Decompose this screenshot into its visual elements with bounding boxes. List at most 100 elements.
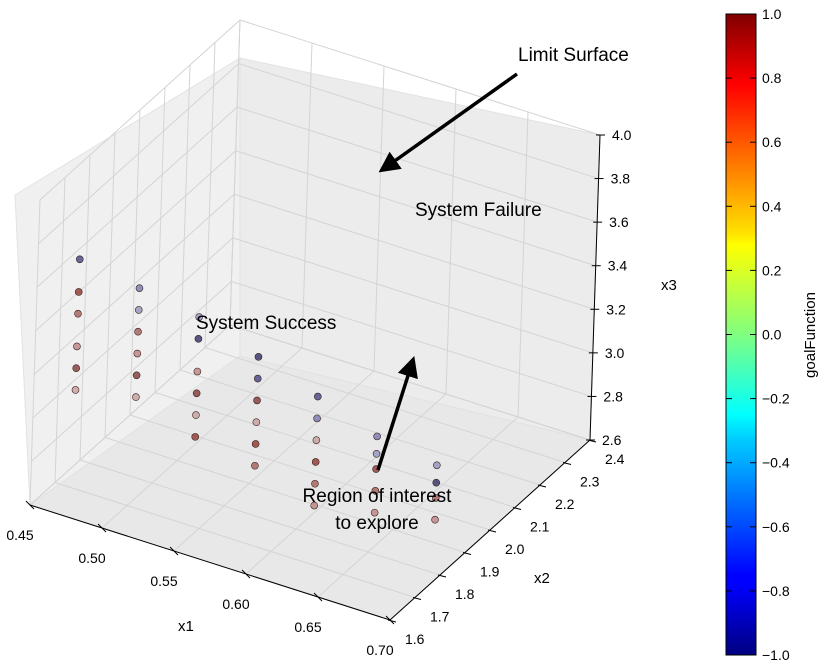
- grid-line: [31, 281, 232, 462]
- x2-tick-label: 2.2: [555, 496, 575, 512]
- x2-tick-mark: [412, 597, 422, 600]
- colorbar-tick-label: −1.0: [762, 647, 790, 663]
- data-point-failure-side: [133, 349, 142, 358]
- data-point-failure-side: [71, 386, 80, 394]
- data-point-failure-side: [192, 411, 200, 419]
- annotations: Limit Surface System Failure System Succ…: [196, 45, 629, 534]
- colorbar-tick-label: 0.6: [762, 134, 782, 150]
- x2-tick-label: 1.6: [405, 631, 425, 647]
- data-point-failure-side: [74, 309, 82, 318]
- x3-tick-labels: 2.6 2.8 3.0 3.2 3.4 3.6 3.8 4.0: [586, 127, 632, 448]
- x2-tick-label: 1.9: [480, 564, 500, 580]
- x2-tick-mark: [537, 484, 547, 488]
- data-point-success-side: [75, 255, 84, 264]
- data-point-failure-side: [312, 436, 321, 444]
- colorbar-tick-label: 1.0: [762, 6, 782, 22]
- data-point-success-side: [254, 353, 263, 361]
- x3-tick-label: 4.0: [612, 127, 632, 143]
- colorbar: 1.0 0.8 0.6 0.4 0.2 0.0 −0.2 −0.4 −0.6 −0.8 −1.0 g…: [725, 6, 819, 663]
- colorbar-tick-label: 0.2: [762, 262, 782, 278]
- grid-line: [232, 237, 594, 354]
- x2-axis-label: x2: [534, 570, 550, 587]
- x3-tick-label: 2.8: [603, 388, 623, 404]
- grid-line: [234, 193, 595, 310]
- limit-surface-label: Limit Surface: [518, 45, 629, 66]
- data-point-success-side: [194, 335, 203, 343]
- x1-tick-label: 0.55: [150, 573, 177, 589]
- x1-axis-line: [29, 504, 391, 621]
- grid-line: [154, 87, 166, 393]
- grid-line: [179, 64, 191, 371]
- system-success-label: System Success: [196, 313, 336, 334]
- grid-line: [231, 280, 592, 397]
- data-point-success-side: [253, 374, 262, 383]
- x1-tick-mark: [97, 523, 107, 533]
- grid-line: [179, 369, 541, 486]
- data-point-failure-side: [311, 479, 319, 488]
- grid-line: [229, 19, 241, 326]
- colorbar-tick-label: 0.4: [762, 198, 782, 214]
- grid-line: [38, 63, 239, 244]
- data-point-success-side: [313, 414, 321, 423]
- data-point-success-side: [372, 450, 381, 458]
- x2-tick-mark: [387, 619, 397, 623]
- grid-line: [29, 324, 231, 506]
- data-point-failure-side: [251, 461, 259, 470]
- x2-tick-label: 1.8: [455, 586, 475, 602]
- x1-tick-label: 0.60: [222, 596, 249, 612]
- data-point-success-side: [432, 478, 441, 487]
- data-point-failure-side: [72, 364, 81, 372]
- x3-axis-line: [589, 134, 601, 441]
- limit-surface-arrow: [378, 72, 519, 173]
- grid-line: [204, 347, 566, 463]
- data-point-failure-side: [192, 389, 201, 398]
- x1-axis-label: x1: [178, 618, 194, 635]
- grid-line: [229, 324, 591, 441]
- data-point-failure-side: [431, 515, 439, 524]
- grid-line: [35, 150, 237, 332]
- grid-line: [79, 459, 441, 576]
- x1-tick-mark: [169, 546, 179, 556]
- colorbar-tick-label: 0.0: [762, 327, 782, 343]
- x1-tick-label: 0.65: [294, 619, 321, 635]
- data-point-failure-side: [253, 396, 261, 405]
- x2-tick-mark: [437, 574, 447, 578]
- data-point-failure-side: [311, 458, 320, 466]
- grid-line: [236, 106, 598, 223]
- grid-line: [238, 63, 599, 180]
- x3-tick-label: 3.4: [608, 258, 628, 274]
- data-point-failure-side: [193, 367, 202, 376]
- x2-tick-labels: 1.6 1.7 1.8 1.9 2.0 2.1 2.2 2.3 2.4: [387, 439, 625, 647]
- colorbar-tick-label: −0.8: [762, 583, 790, 599]
- x1-tick-mark: [241, 569, 251, 579]
- x1-tick-label: 0.50: [78, 550, 105, 566]
- data-point-success-side: [314, 392, 322, 401]
- data-point-failure-side: [134, 327, 142, 336]
- grid-line: [129, 109, 141, 416]
- x2-tick-mark: [487, 529, 497, 533]
- colorbar-label: goalFunction: [802, 292, 819, 378]
- grid-line: [104, 437, 466, 553]
- x2-tick-label: 2.3: [580, 474, 600, 490]
- x3-tick-label: 3.6: [609, 214, 629, 230]
- data-point-success-side: [135, 284, 144, 292]
- x2-tick-mark: [462, 552, 472, 555]
- x2-tick-mark: [562, 462, 572, 465]
- x3-tick-label: 2.6: [602, 432, 622, 448]
- region-of-interest-arrow: [376, 355, 418, 471]
- data-point-failure-side: [132, 393, 140, 401]
- region-of-interest-label-line2: to explore: [335, 513, 418, 534]
- grid-line: [129, 414, 491, 531]
- region-of-interest-label-line1: Region of interest: [303, 486, 453, 507]
- grid-line: [39, 19, 241, 201]
- x1-tick-mark: [25, 500, 35, 510]
- grid-line: [29, 199, 41, 506]
- x2-tick-label: 1.7: [430, 609, 450, 625]
- data-point-failure-side: [252, 418, 261, 426]
- grid-line: [517, 111, 529, 418]
- x2-tick-label: 2.0: [505, 541, 525, 557]
- x3-tick-label: 3.8: [611, 171, 631, 187]
- data-point-failure-side: [251, 440, 260, 448]
- x3-tick-label: 3.0: [605, 345, 625, 361]
- x1-tick-labels: 0.45 0.50 0.55 0.60 0.65 0.70: [6, 500, 395, 658]
